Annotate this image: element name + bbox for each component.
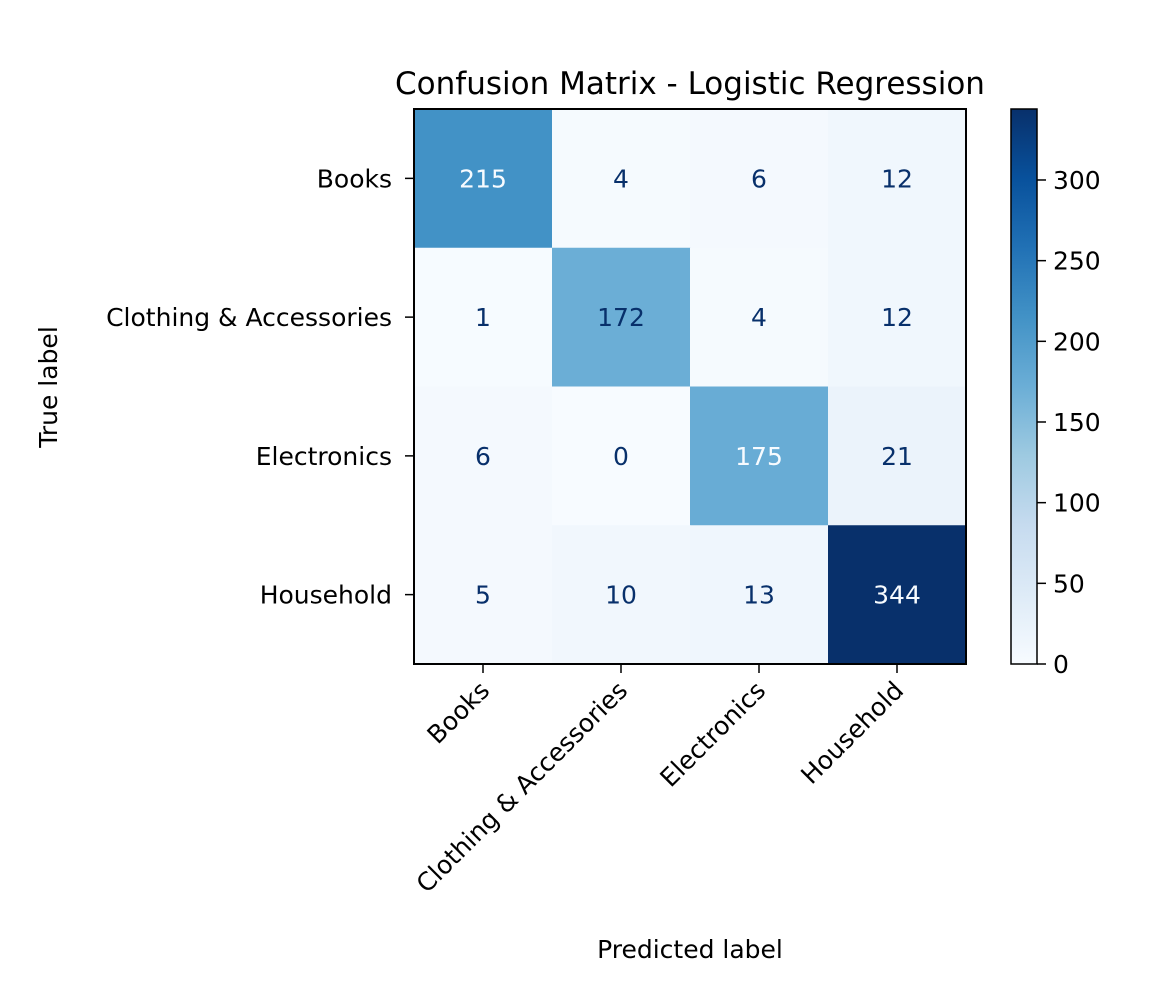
heatmap-cell bbox=[552, 386, 691, 526]
heatmap-cell bbox=[414, 386, 553, 526]
colorbar-tick-label: 0 bbox=[1053, 650, 1069, 679]
cell-value-label: 1 bbox=[475, 303, 491, 332]
y-tick-label: Clothing & Accessories bbox=[106, 303, 392, 332]
y-tick-label: Books bbox=[317, 164, 392, 193]
y-axis: Books Clothing & Accessories Electronics Ho… bbox=[106, 164, 414, 610]
x-tick-label: Electronics bbox=[654, 676, 771, 793]
cell-value-label: 6 bbox=[475, 442, 491, 471]
heatmap-cell bbox=[414, 247, 553, 387]
plot-frame bbox=[413, 108, 967, 665]
heatmap-cell bbox=[690, 109, 829, 249]
colorbar bbox=[1010, 108, 1038, 665]
colorbar-tick-label: 100 bbox=[1053, 489, 1101, 518]
cell-value-label: 175 bbox=[735, 442, 783, 471]
cell-labels: 215 4 6 121 172 4 126 0 175 215 10 13 344 bbox=[459, 164, 921, 609]
heatmap-cells bbox=[414, 109, 967, 665]
heatmap-cell bbox=[828, 109, 967, 249]
heatmap-cell bbox=[690, 247, 829, 387]
cell-value-label: 4 bbox=[751, 303, 767, 332]
colorbar-tick-label: 250 bbox=[1053, 247, 1101, 276]
cell-value-label: 12 bbox=[881, 164, 913, 193]
x-tick-label: Household bbox=[795, 676, 909, 790]
colorbar-tick-label: 150 bbox=[1053, 408, 1101, 437]
heatmap-cell bbox=[828, 525, 967, 665]
heatmap-cell bbox=[828, 386, 967, 526]
heatmap-cell bbox=[552, 525, 691, 665]
cell-value-label: 10 bbox=[605, 581, 637, 610]
cell-value-label: 5 bbox=[475, 581, 491, 610]
colorbar-axis: 0 50 100 150 200 250 300 bbox=[1037, 166, 1101, 679]
chart-title: Confusion Matrix - Logistic Regression bbox=[395, 66, 985, 102]
heatmap-cell bbox=[690, 386, 829, 526]
cell-value-label: 215 bbox=[459, 164, 507, 193]
cell-value-label: 0 bbox=[613, 442, 629, 471]
cell-value-label: 344 bbox=[873, 581, 921, 610]
y-tick-label: Household bbox=[260, 581, 392, 610]
cell-value-label: 172 bbox=[597, 303, 645, 332]
cell-value-label: 6 bbox=[751, 164, 767, 193]
heatmap-cell bbox=[552, 247, 691, 387]
cell-value-label: 4 bbox=[613, 164, 629, 193]
colorbar-tick-label: 200 bbox=[1053, 327, 1101, 356]
heatmap-cell bbox=[414, 109, 553, 249]
colorbar-tick-label: 50 bbox=[1053, 569, 1085, 598]
x-axis-label: Predicted label bbox=[597, 935, 783, 964]
cell-value-label: 21 bbox=[881, 442, 913, 471]
cell-value-label: 12 bbox=[881, 303, 913, 332]
heatmap-cell bbox=[690, 525, 829, 665]
heatmap-cell bbox=[828, 247, 967, 387]
y-axis-label: True label bbox=[34, 326, 63, 449]
x-tick-label: Books bbox=[422, 676, 496, 750]
cell-value-label: 13 bbox=[743, 581, 775, 610]
colorbar-tick-label: 300 bbox=[1053, 166, 1101, 195]
heatmap-cell bbox=[414, 525, 553, 665]
y-tick-label: Electronics bbox=[256, 442, 392, 471]
heatmap-cell bbox=[552, 109, 691, 249]
